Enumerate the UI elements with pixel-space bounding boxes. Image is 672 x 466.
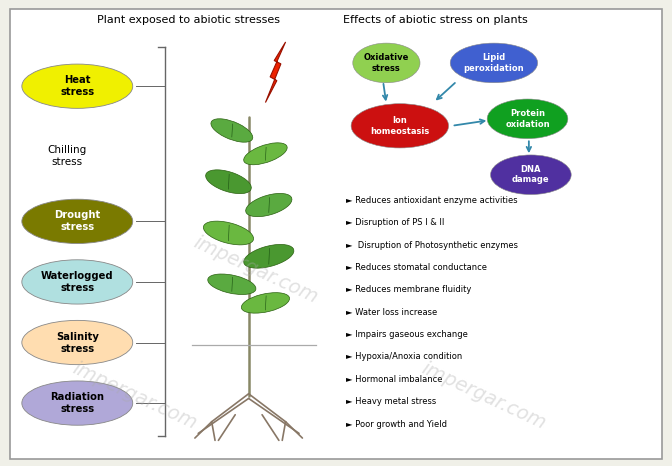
Text: impergar.com: impergar.com <box>419 359 549 433</box>
Ellipse shape <box>491 155 571 195</box>
Ellipse shape <box>353 43 420 83</box>
Ellipse shape <box>211 119 253 142</box>
Ellipse shape <box>204 221 253 245</box>
Ellipse shape <box>22 199 132 243</box>
Ellipse shape <box>241 293 290 313</box>
Text: impergar.com: impergar.com <box>69 359 200 433</box>
Ellipse shape <box>208 274 256 295</box>
Text: Effects of abiotic stress on plants: Effects of abiotic stress on plants <box>343 15 528 25</box>
Ellipse shape <box>244 143 287 165</box>
Text: Protein
oxidation: Protein oxidation <box>505 109 550 129</box>
Text: Radiation
stress: Radiation stress <box>50 392 104 414</box>
Text: ► Poor growth and Yield: ► Poor growth and Yield <box>346 419 447 429</box>
Text: DNA
damage: DNA damage <box>512 165 550 185</box>
Ellipse shape <box>450 43 538 83</box>
Text: Oxidative
stress: Oxidative stress <box>364 53 409 73</box>
Text: ► Hormonal imbalance: ► Hormonal imbalance <box>346 375 443 384</box>
Ellipse shape <box>22 321 132 364</box>
Text: Waterlogged
stress: Waterlogged stress <box>41 271 114 293</box>
Ellipse shape <box>22 64 132 109</box>
Text: ► Heavy metal stress: ► Heavy metal stress <box>346 397 436 406</box>
Ellipse shape <box>244 245 294 268</box>
Text: Heat
stress: Heat stress <box>60 75 94 97</box>
Text: ► Disruption of PS I & II: ► Disruption of PS I & II <box>346 218 444 227</box>
Text: Salinity
stress: Salinity stress <box>56 331 99 354</box>
Text: ► Water loss increase: ► Water loss increase <box>346 308 437 317</box>
Polygon shape <box>265 42 286 103</box>
Ellipse shape <box>22 260 132 304</box>
Text: ► Reduces membrane fluidity: ► Reduces membrane fluidity <box>346 285 472 295</box>
Text: Plant exposed to abiotic stresses: Plant exposed to abiotic stresses <box>97 15 280 25</box>
Text: ►  Disruption of Photosynthetic enzymes: ► Disruption of Photosynthetic enzymes <box>346 240 518 250</box>
Ellipse shape <box>487 99 568 139</box>
Text: Ion
homeostasis: Ion homeostasis <box>370 116 429 136</box>
Ellipse shape <box>351 104 448 148</box>
Text: impergar.com: impergar.com <box>190 233 321 308</box>
Text: ► Hypoxia/Anoxia condition: ► Hypoxia/Anoxia condition <box>346 352 462 362</box>
Text: Chilling
stress: Chilling stress <box>48 145 87 167</box>
Text: Drought
stress: Drought stress <box>54 210 100 233</box>
Text: ► Reduces stomatal conductance: ► Reduces stomatal conductance <box>346 263 487 272</box>
Ellipse shape <box>246 193 292 217</box>
Ellipse shape <box>206 170 251 194</box>
Text: ► Reduces antioxidant enzyme activities: ► Reduces antioxidant enzyme activities <box>346 196 517 205</box>
Ellipse shape <box>22 381 132 425</box>
Text: ► Impairs gaseous exchange: ► Impairs gaseous exchange <box>346 330 468 339</box>
FancyBboxPatch shape <box>10 9 662 459</box>
Text: Lipid
peroxidation: Lipid peroxidation <box>464 53 524 73</box>
